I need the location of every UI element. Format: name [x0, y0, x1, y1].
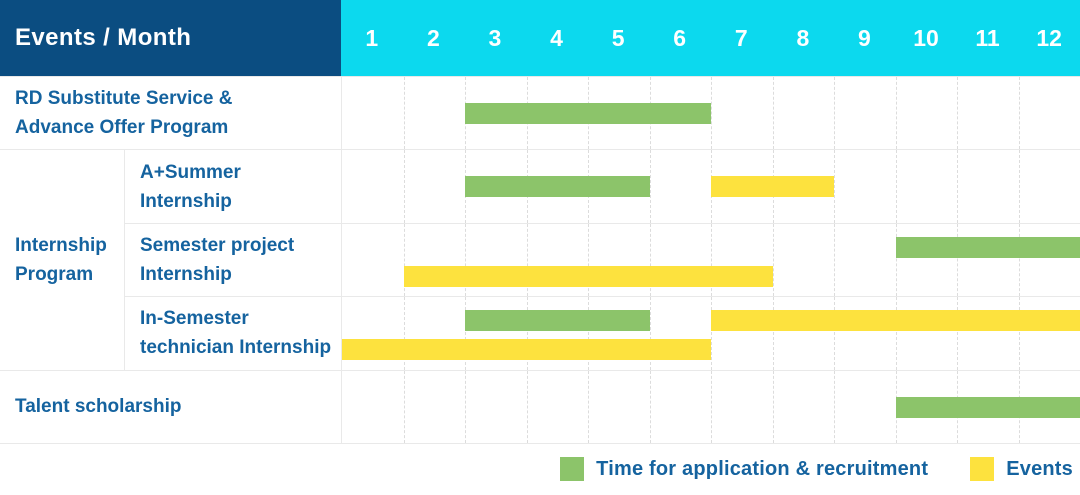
row-label-line: Internship — [140, 187, 341, 216]
month-header-cell: 11 — [957, 0, 1019, 76]
month-gridline — [650, 150, 651, 222]
row-timeline — [341, 296, 1080, 369]
month-gridline — [957, 297, 958, 369]
gantt-bar-application — [465, 103, 711, 124]
corner-header-label: Events / Month — [15, 24, 191, 52]
row-label-line: technician Internship — [140, 333, 341, 362]
row-label-line: Internship — [140, 260, 341, 289]
row-timeline — [341, 370, 1080, 443]
month-gridline — [834, 150, 835, 222]
month-header-cell: 1 — [341, 0, 403, 76]
month-gridline — [1019, 150, 1020, 222]
month-gridline — [1019, 224, 1020, 296]
month-gridline — [896, 224, 897, 296]
row-group-label-line: Program — [15, 260, 124, 289]
legend: Time for application & recruitment Event… — [0, 444, 1080, 495]
month-gridline — [527, 371, 528, 443]
row-label-line: Talent scholarship — [15, 392, 341, 421]
row-label: RD Substitute Service &Advance Offer Pro… — [0, 76, 341, 149]
gantt-bar-application — [465, 176, 650, 197]
month-gridline — [896, 150, 897, 222]
row-label: Talent scholarship — [0, 370, 341, 443]
month-gridline — [711, 297, 712, 369]
gantt-bar-application — [896, 397, 1080, 418]
row-group-label-line: Internship — [15, 231, 124, 260]
month-header-cell: 8 — [772, 0, 834, 76]
row-label-line: A+Summer — [140, 158, 341, 187]
month-gridline — [834, 297, 835, 369]
month-header-cell: 7 — [710, 0, 772, 76]
month-header-cell: 2 — [403, 0, 465, 76]
month-header-cell: 9 — [834, 0, 896, 76]
month-header-cell: 3 — [464, 0, 526, 76]
month-gridline — [404, 371, 405, 443]
month-header-cell: 5 — [587, 0, 649, 76]
gantt-bar-application — [896, 237, 1080, 258]
row-timeline — [341, 149, 1080, 222]
legend-swatch-events — [970, 457, 994, 481]
month-gridline — [711, 371, 712, 443]
month-header-cell: 12 — [1018, 0, 1080, 76]
gantt-bar-events — [711, 176, 834, 197]
month-gridline — [650, 371, 651, 443]
month-gridline — [711, 77, 712, 149]
month-gridline — [957, 77, 958, 149]
corner-header: Events / Month — [0, 0, 341, 76]
month-gridline — [588, 371, 589, 443]
month-gridline — [773, 224, 774, 296]
month-gridline — [896, 77, 897, 149]
gantt-bar-events — [342, 339, 711, 360]
row-label-line: RD Substitute Service & — [15, 84, 341, 113]
month-gridline — [957, 150, 958, 222]
month-header-cell: 4 — [526, 0, 588, 76]
month-gridline — [1019, 297, 1020, 369]
month-gridline — [957, 224, 958, 296]
month-gridline — [773, 297, 774, 369]
row-label-line: In-Semester — [140, 304, 341, 333]
month-gridline — [773, 371, 774, 443]
gantt-bar-application — [465, 310, 650, 331]
legend-label-events: Events — [1006, 458, 1073, 481]
month-gridline — [834, 77, 835, 149]
month-gridline — [404, 150, 405, 222]
month-header-cell: 6 — [649, 0, 711, 76]
row-timeline — [341, 223, 1080, 296]
month-header-cell: 10 — [895, 0, 957, 76]
month-gridline — [1019, 77, 1020, 149]
month-gridline — [896, 297, 897, 369]
row-label-line: Semester project — [140, 231, 341, 260]
gantt-bar-events — [404, 266, 773, 287]
month-gridline — [834, 371, 835, 443]
row-timeline — [341, 76, 1080, 149]
row-label-line: Advance Offer Program — [15, 113, 341, 142]
legend-swatch-application — [560, 457, 584, 481]
month-gridline — [465, 371, 466, 443]
month-gridline — [834, 224, 835, 296]
month-gridline — [404, 77, 405, 149]
legend-label-application: Time for application & recruitment — [596, 458, 928, 481]
month-gridline — [773, 77, 774, 149]
gantt-bar-events — [711, 310, 1080, 331]
